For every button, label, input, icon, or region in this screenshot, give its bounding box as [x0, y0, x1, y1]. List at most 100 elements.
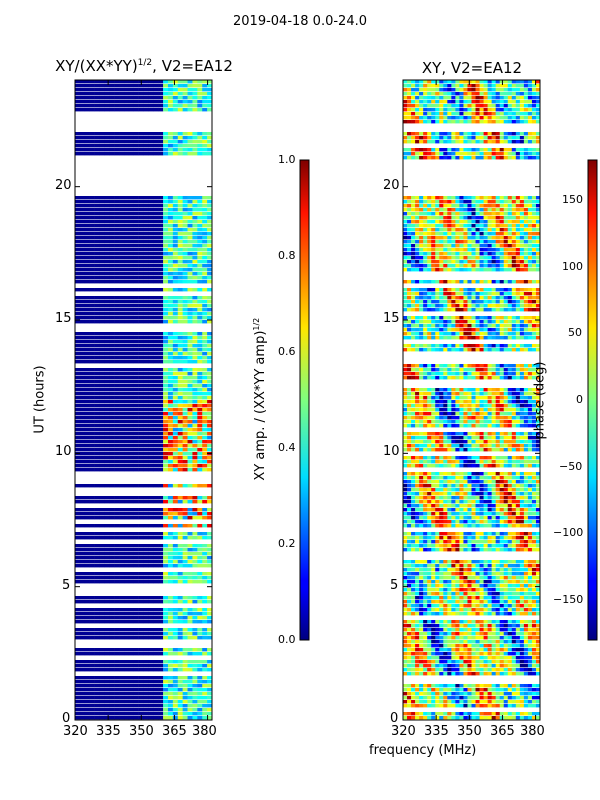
phase-cell: [423, 244, 428, 248]
amplitude-cell: [128, 248, 135, 252]
amplitude-cell: [143, 100, 149, 104]
amplitude-cell: [123, 220, 130, 224]
amplitude-cell: [133, 612, 139, 616]
amplitude-cell: [153, 368, 159, 372]
phase-cell: [487, 316, 492, 320]
phase-cell: [439, 264, 444, 268]
amplitude-cell: [163, 244, 169, 248]
amplitude-cell: [99, 100, 105, 104]
amplitude-cell: [99, 696, 105, 700]
amplitude-cell: [197, 628, 203, 632]
phase-cell: [487, 208, 492, 212]
amplitude-cell: [158, 560, 164, 564]
phase-cell: [467, 204, 472, 208]
amplitude-cell: [109, 236, 115, 240]
amplitude-cell: [148, 464, 154, 468]
phase-cell: [491, 244, 496, 248]
phase-cell: [419, 196, 424, 200]
phase-cell: [519, 96, 525, 100]
phase-cell: [419, 224, 424, 228]
amplitude-cell: [207, 564, 213, 568]
phase-cell: [487, 268, 492, 272]
phase-cell: [471, 96, 476, 100]
amplitude-cell: [84, 84, 90, 88]
amplitude-cell: [158, 332, 164, 336]
phase-cell: [487, 228, 492, 232]
amplitude-cell: [148, 700, 154, 704]
phase-cell: [511, 288, 517, 292]
amplitude-cell: [163, 552, 169, 556]
amplitude-cell: [133, 212, 139, 216]
phase-cell: [499, 232, 505, 236]
amplitude-cell: [75, 316, 81, 320]
amplitude-cell: [109, 544, 115, 548]
amplitude-cell: [119, 84, 125, 88]
phase-cell: [463, 292, 468, 296]
phase-cell: [427, 240, 432, 244]
amplitude-cell: [128, 516, 135, 520]
amplitude-cell: [153, 308, 159, 312]
phase-cell: [471, 328, 476, 332]
amplitude-cell: [104, 132, 110, 136]
amplitude-cell: [148, 424, 154, 428]
amplitude-cell: [128, 136, 135, 140]
phase-cell: [435, 308, 440, 312]
amplitude-cell: [99, 380, 105, 384]
amplitude-cell: [207, 236, 213, 240]
phase-cell: [463, 320, 468, 324]
amplitude-cell: [123, 704, 130, 708]
phase-cell: [471, 212, 476, 216]
amplitude-cell: [123, 508, 130, 512]
amplitude-cell: [79, 392, 86, 396]
amplitude-cell: [177, 244, 183, 248]
amplitude-cell: [163, 388, 169, 392]
phase-cell: [499, 228, 505, 232]
amplitude-cell: [114, 524, 120, 528]
amplitude-cell: [79, 332, 86, 336]
amplitude-cell: [182, 304, 188, 308]
amplitude-cell: [163, 108, 169, 112]
amplitude-cell: [133, 628, 139, 632]
amplitude-cell: [187, 600, 193, 604]
amplitude-cell: [99, 208, 105, 212]
amplitude-cell: [177, 424, 183, 428]
amplitude-cell: [79, 496, 86, 500]
amplitude-cell: [109, 580, 115, 584]
amplitude-cell: [153, 316, 159, 320]
phase-cell: [495, 140, 501, 144]
amplitude-cell: [158, 532, 164, 536]
amplitude-cell: [187, 552, 193, 556]
amplitude-cell: [182, 332, 188, 336]
phase-cell: [439, 308, 444, 312]
amplitude-cell: [104, 436, 110, 440]
amplitude-cell: [148, 416, 154, 420]
amplitude-cell: [123, 668, 130, 672]
amplitude-cell: [79, 560, 86, 564]
amplitude-cell: [177, 576, 183, 580]
amplitude-cell: [79, 372, 86, 376]
amplitude-cell: [99, 496, 105, 500]
phase-cell: [447, 88, 452, 92]
amplitude-cell: [163, 576, 169, 580]
amplitude-cell: [104, 684, 110, 688]
amplitude-cell: [207, 244, 213, 248]
amplitude-cell: [133, 500, 139, 504]
amplitude-cell: [75, 148, 81, 152]
phase-cell: [479, 228, 484, 232]
amplitude-cell: [158, 596, 164, 600]
amplitude-cell: [182, 416, 188, 420]
amplitude-cell: [114, 376, 120, 380]
amplitude-cell: [94, 352, 100, 356]
phase-cell: [407, 88, 412, 92]
phase-cell: [511, 264, 517, 268]
amplitude-cell: [172, 228, 179, 232]
phase-cell: [447, 292, 452, 296]
phase-cell: [523, 260, 529, 264]
amplitude-cell: [158, 524, 164, 528]
phase-cell: [427, 280, 432, 284]
phase-cell: [415, 308, 420, 312]
amplitude-cell: [187, 516, 193, 520]
phase-cell: [483, 84, 488, 88]
amplitude-cell: [172, 272, 179, 276]
amplitude-cell: [104, 580, 110, 584]
